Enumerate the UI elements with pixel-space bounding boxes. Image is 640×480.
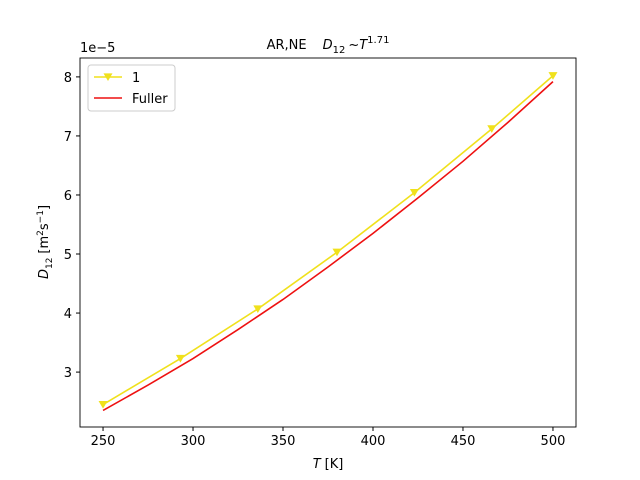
legend-label: Fuller — [132, 92, 168, 107]
marker — [98, 400, 108, 409]
title-base: T — [359, 38, 368, 53]
legend-label: 1 — [132, 71, 140, 86]
title-exponent: 1.71 — [367, 35, 389, 46]
marker — [332, 248, 342, 257]
title-op: ~ — [348, 38, 359, 53]
title-symbol: D — [323, 38, 333, 53]
ylabel-unit-open: [m — [37, 236, 52, 254]
y-tick-label: 6 — [64, 189, 72, 204]
series-line — [102, 81, 554, 412]
ylabel-unit-close: ] — [37, 205, 52, 210]
y-tick-label: 3 — [64, 366, 72, 381]
y-tick-label: 8 — [64, 71, 72, 86]
plot-frame — [79, 57, 577, 428]
x-axis-label: T [K] — [313, 457, 344, 472]
x-tick-label: 350 — [271, 434, 296, 449]
x-tick-label: 300 — [181, 434, 206, 449]
legend-marker — [103, 73, 113, 82]
x-tick-label: 250 — [91, 434, 116, 449]
ylabel-sup2: −1 — [36, 210, 46, 223]
ylabel-sup1: 2 — [36, 230, 46, 236]
y-axis-label: D12 [m2s−1] — [36, 205, 55, 279]
x-tick-label: 450 — [451, 434, 476, 449]
marker — [253, 305, 263, 313]
marker — [487, 125, 497, 133]
x-tick-label: 500 — [541, 434, 566, 449]
chart-title: AR,NE D12 ~T1.71 — [267, 35, 390, 56]
y-tick-label: 4 — [64, 307, 72, 322]
marker — [409, 189, 419, 197]
ylabel-symbol: D — [37, 269, 52, 279]
title-subscript: 12 — [333, 45, 346, 56]
marker — [175, 354, 185, 363]
ylabel-subscript: 12 — [45, 258, 55, 269]
title-prefix: AR,NE — [267, 38, 307, 53]
y-offset-label: 1e−5 — [80, 41, 115, 56]
xlabel-symbol: T — [313, 457, 322, 472]
ylabel-unit-mid: s — [37, 223, 52, 230]
y-tick-label: 7 — [64, 130, 72, 145]
marker — [548, 72, 558, 80]
y-tick-label: 5 — [64, 248, 72, 263]
xlabel-unit: [K] — [325, 457, 344, 472]
x-tick-label: 400 — [361, 434, 386, 449]
